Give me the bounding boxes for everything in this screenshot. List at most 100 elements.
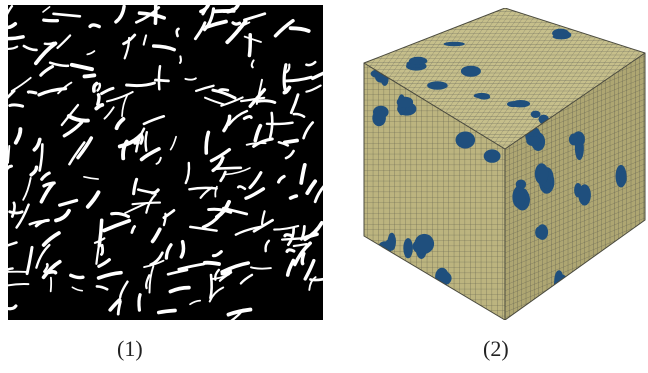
inclusion-blob xyxy=(397,15,407,25)
fibre-inclusion xyxy=(26,90,38,95)
inclusion-blob xyxy=(534,163,549,185)
fibre-inclusion xyxy=(309,277,323,282)
fibre-inclusion xyxy=(145,274,151,290)
fibre-inclusion xyxy=(41,231,61,247)
inclusion-blob xyxy=(619,171,627,186)
fibre-inclusion xyxy=(282,63,288,91)
fibre-inclusion xyxy=(242,115,253,120)
fibre-inclusion xyxy=(35,243,51,269)
panel-1-caption: (1) xyxy=(117,336,143,361)
fibre-inclusion xyxy=(148,265,155,294)
fibre-inclusion xyxy=(144,131,148,152)
fibre-inclusion xyxy=(156,308,177,315)
fibre-inclusion xyxy=(132,177,139,196)
fibre-inclusion xyxy=(8,241,18,247)
fibre-inclusion xyxy=(240,96,266,103)
fibre-inclusion xyxy=(10,76,32,93)
fibre-inclusion xyxy=(207,207,233,214)
fibre-inclusion xyxy=(114,5,126,24)
fibre-inclusion xyxy=(162,212,167,227)
inclusion-blob xyxy=(483,149,501,163)
fibre-inclusion xyxy=(142,34,148,46)
fibre-inclusion xyxy=(211,88,237,100)
inclusion-blob xyxy=(438,296,450,309)
fibre-inclusion xyxy=(313,185,323,204)
fibre-inclusion xyxy=(177,262,206,271)
inclusion-blob xyxy=(414,233,435,254)
fibre-inclusion xyxy=(8,35,25,41)
fibre-inclusion xyxy=(285,248,296,254)
fibre-inclusion xyxy=(250,266,272,270)
fibre-inclusion xyxy=(103,106,115,120)
fibre-inclusion xyxy=(8,22,18,30)
fibre-inclusion xyxy=(209,147,232,163)
fibre-inclusion xyxy=(151,44,176,52)
fibre-inclusion xyxy=(243,12,267,22)
fibre-inclusion xyxy=(217,88,230,93)
inclusion-blob xyxy=(400,17,414,26)
fibre-inclusion xyxy=(131,201,162,206)
fibre-inclusion xyxy=(130,225,136,234)
fibre-inclusion xyxy=(166,268,189,276)
fibre-inclusion xyxy=(178,55,182,64)
fibre-inclusion xyxy=(164,243,173,260)
fibre-inclusion xyxy=(143,259,165,269)
fibre-inclusion xyxy=(88,23,101,29)
fibre-inclusion xyxy=(119,280,129,299)
fibre-inclusion xyxy=(245,142,267,146)
inclusion-blob xyxy=(437,271,452,285)
fibre-inclusion xyxy=(8,164,13,171)
fibre-inclusion xyxy=(123,36,131,60)
fibre-inclusion xyxy=(227,109,249,126)
inclusion-blob xyxy=(443,41,465,47)
fibre-inclusion xyxy=(293,241,312,267)
fibre-inclusion xyxy=(282,85,292,95)
fibre-inclusion xyxy=(37,86,68,97)
inclusion-blob xyxy=(460,65,481,77)
fibre-inclusion xyxy=(288,194,299,200)
fibre-inclusion xyxy=(22,44,38,52)
inclusion-blob xyxy=(595,21,612,27)
inclusion-blob xyxy=(435,297,454,309)
fibre-inclusion xyxy=(284,75,313,83)
fibre-inclusion xyxy=(121,139,129,161)
fibre-inclusion xyxy=(189,299,202,306)
fibre-inclusion xyxy=(155,156,162,165)
fibre-inclusion xyxy=(139,147,161,162)
fibre-inclusion xyxy=(193,21,207,41)
inclusion-blob xyxy=(393,18,411,26)
fibre-inclusion xyxy=(303,232,319,240)
fibre-inclusion xyxy=(305,84,322,93)
fibre-inclusion xyxy=(303,258,316,281)
fibre-inclusion xyxy=(154,78,170,83)
fibre-inclusion xyxy=(96,93,101,106)
fibre-inclusion xyxy=(231,21,242,26)
fibre-inclusion xyxy=(42,6,51,13)
fibre-inclusion xyxy=(204,96,225,106)
fibre-inclusion xyxy=(8,267,14,272)
fibre-inclusion xyxy=(265,121,294,126)
fibre-inclusion xyxy=(268,111,274,140)
microstructure-svg xyxy=(8,5,323,320)
fibre-inclusion xyxy=(236,185,247,191)
meshed-cube-model xyxy=(362,8,646,320)
fibre-inclusion xyxy=(283,233,294,238)
fibre-inclusion xyxy=(54,208,71,223)
fibre-inclusion xyxy=(189,225,218,232)
fibre-inclusion xyxy=(168,285,191,294)
inclusion-blob xyxy=(636,237,645,256)
fibre-inclusion xyxy=(15,203,30,229)
inclusion-blob xyxy=(455,131,476,149)
fibre-inclusion xyxy=(302,121,315,140)
fibre-inclusion xyxy=(57,81,73,95)
fibre-inclusion xyxy=(94,103,105,111)
fibre-inclusion xyxy=(204,19,228,29)
inclusion-blob xyxy=(638,243,645,254)
fibre-inclusion xyxy=(224,167,251,176)
fibre-inclusion xyxy=(220,261,251,274)
fibre-inclusion xyxy=(184,77,197,81)
fibre-inclusion xyxy=(108,298,122,312)
inclusion-blob xyxy=(526,136,541,147)
fibre-inclusion xyxy=(250,59,255,69)
fibre-inclusion xyxy=(255,99,277,104)
